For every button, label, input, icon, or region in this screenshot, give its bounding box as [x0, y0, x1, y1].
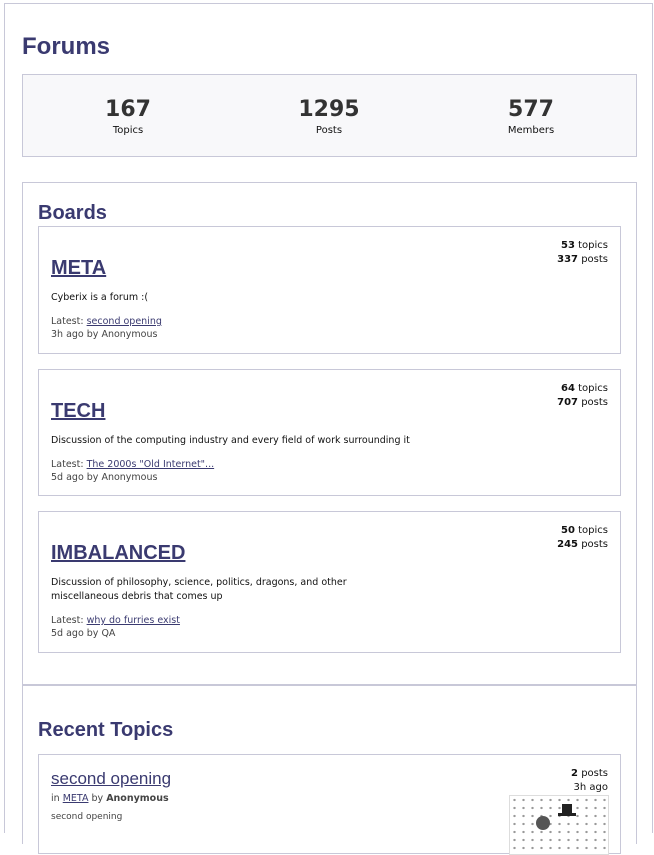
board-post-count: 337	[557, 254, 578, 265]
topic-age: 3h ago	[573, 782, 608, 793]
posts-word: posts	[581, 768, 608, 779]
stat-topics: 167 Topics	[48, 97, 208, 136]
stat-value: 167	[105, 97, 151, 122]
topic-card: second opening in META by Anonymous seco…	[38, 754, 621, 855]
stat-posts: 1295 Posts	[249, 97, 409, 136]
boards-heading: Boards	[38, 202, 107, 224]
topics-word: topics	[578, 383, 608, 394]
board-description: Discussion of philosophy, science, polit…	[51, 577, 347, 602]
latest-label: Latest:	[51, 459, 84, 470]
board-card-tech: TECH 64 topics 707 posts Discussion of th…	[38, 369, 621, 496]
stats-panel: 167 Topics 1295 Posts 577 Members	[22, 74, 637, 157]
topic-title-link[interactable]: second opening	[51, 769, 172, 788]
board-counts: 64 topics 707 posts	[557, 382, 608, 410]
stat-label: Members	[507, 125, 555, 136]
latest-meta: 5d ago by QA	[51, 628, 116, 639]
board-description: Discussion of the computing industry and…	[51, 435, 410, 446]
topics-word: topics	[578, 240, 608, 251]
stat-members: 577 Members	[451, 97, 611, 136]
topic-thumbnail-image	[509, 795, 609, 855]
latest-label: Latest:	[51, 316, 84, 327]
board-title-link[interactable]: TECH	[51, 400, 106, 422]
board-card-meta: META 53 topics 337 posts Cyberix is a for…	[38, 226, 621, 354]
board-card-imbalanced: IMBALANCED 50 topics 245 posts Discussion…	[38, 511, 621, 653]
stat-label: Posts	[315, 125, 343, 136]
board-topic-count: 50	[561, 525, 575, 536]
board-title-link[interactable]: META	[51, 257, 107, 279]
latest-meta: 3h ago by Anonymous	[51, 329, 158, 340]
board-topic-count: 53	[561, 240, 575, 251]
board-title-link[interactable]: IMBALANCED	[51, 542, 186, 564]
by-label: by	[91, 793, 104, 804]
posts-word: posts	[581, 397, 608, 408]
board-counts: 53 topics 337 posts	[557, 239, 608, 267]
topic-post-count: 2	[571, 768, 578, 779]
latest-meta: 5d ago by Anonymous	[51, 472, 158, 483]
board-counts: 50 topics 245 posts	[557, 524, 608, 552]
recent-topics-section: Recent Topics second opening in META by …	[22, 684, 637, 855]
page-title: Forums	[22, 33, 111, 60]
recent-topics-heading: Recent Topics	[38, 719, 174, 741]
board-topic-count: 64	[561, 383, 575, 394]
topics-word: topics	[578, 525, 608, 536]
topic-excerpt: second opening	[51, 812, 123, 822]
in-label: in	[51, 793, 60, 804]
topic-author: Anonymous	[106, 793, 169, 804]
boards-section: Boards META 53 topics 337 posts Cyberix i…	[22, 182, 637, 684]
latest-topic-link[interactable]: second opening	[86, 316, 162, 327]
board-post-count: 245	[557, 539, 578, 550]
latest-label: Latest:	[51, 615, 84, 626]
topic-board-link[interactable]: META	[62, 793, 89, 804]
board-description: Cyberix is a forum :(	[51, 292, 149, 303]
stat-value: 1295	[298, 97, 360, 122]
page-frame	[4, 3, 653, 833]
stat-label: Topics	[112, 125, 144, 136]
latest-topic-link[interactable]: why do furries exist	[86, 615, 180, 626]
stat-value: 577	[508, 97, 554, 122]
topic-counts: 2 posts 3h ago	[571, 767, 608, 795]
posts-word: posts	[581, 539, 608, 550]
latest-topic-link[interactable]: The 2000s "Old Internet"...	[86, 459, 215, 470]
board-post-count: 707	[557, 397, 578, 408]
posts-word: posts	[581, 254, 608, 265]
